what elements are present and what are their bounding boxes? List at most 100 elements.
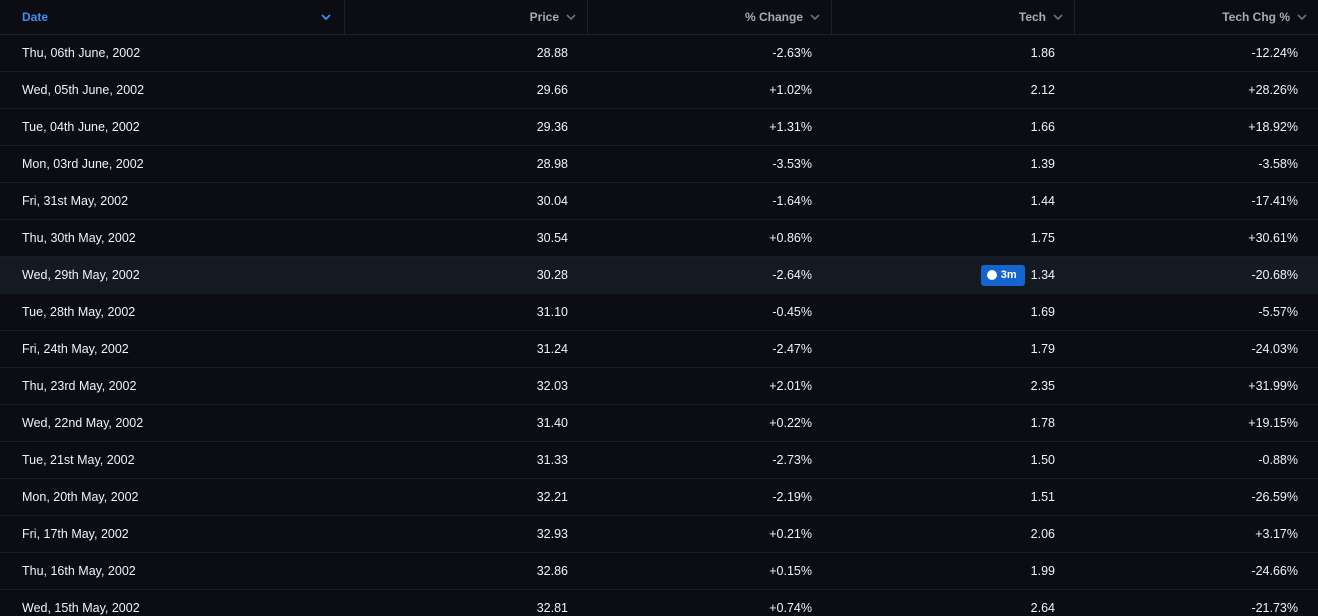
tech-chg-cell: -21.73% — [1251, 601, 1298, 615]
column-header-label: Tech — [1018, 10, 1046, 24]
table-row[interactable]: Thu, 30th May, 2002 30.54 +0.86% 1.75 +3… — [0, 220, 1318, 257]
table-row[interactable]: Fri, 31st May, 2002 30.04 -1.64% 1.44 -1… — [0, 183, 1318, 220]
table-row[interactable]: Mon, 03rd June, 2002 28.98 -3.53% 1.39 -… — [0, 146, 1318, 183]
price-cell: 31.24 — [536, 342, 568, 356]
tech-value: 2.64 — [1030, 601, 1055, 615]
date-cell: Wed, 05th June, 2002 — [22, 83, 145, 97]
tech-chg-cell: -20.68% — [1251, 268, 1298, 282]
date-cell: Wed, 29th May, 2002 — [22, 268, 140, 282]
tech-cell: 1.69 — [832, 305, 1075, 319]
tech-value: 1.75 — [1030, 231, 1055, 245]
tech-cell: 1.51 — [832, 490, 1075, 504]
date-cell: Thu, 06th June, 2002 — [22, 46, 141, 60]
date-cell: Fri, 24th May, 2002 — [22, 342, 129, 356]
price-cell: 28.88 — [536, 46, 568, 60]
price-cell: 32.93 — [536, 527, 568, 541]
tech-chg-cell: +30.61% — [1248, 231, 1298, 245]
column-header-label: % Change — [744, 10, 803, 24]
date-cell: Wed, 22nd May, 2002 — [22, 416, 144, 430]
tech-value: 2.35 — [1030, 379, 1055, 393]
tech-value: 1.78 — [1030, 416, 1055, 430]
price-cell: 32.03 — [536, 379, 568, 393]
date-cell: Thu, 23rd May, 2002 — [22, 379, 137, 393]
date-cell: Fri, 17th May, 2002 — [22, 527, 129, 541]
column-header-tech[interactable]: Tech — [832, 0, 1075, 34]
tech-value: 1.39 — [1030, 157, 1055, 171]
price-cell: 31.33 — [536, 453, 568, 467]
table-row[interactable]: Thu, 16th May, 2002 32.86 +0.15% 1.99 -2… — [0, 553, 1318, 590]
change-cell: +0.74% — [769, 601, 812, 615]
table-row[interactable]: Tue, 28th May, 2002 31.10 -0.45% 1.69 -5… — [0, 294, 1318, 331]
table-row[interactable]: Mon, 20th May, 2002 32.21 -2.19% 1.51 -2… — [0, 479, 1318, 516]
tech-chg-cell: -3.58% — [1258, 157, 1298, 171]
tech-cell: 1.66 — [832, 120, 1075, 134]
price-cell: 30.54 — [536, 231, 568, 245]
tech-value: 1.44 — [1030, 194, 1055, 208]
tech-cell: 1.79 — [832, 342, 1075, 356]
tech-cell: 1.99 — [832, 564, 1075, 578]
chevron-down-icon[interactable] — [809, 11, 821, 23]
tech-value: 2.06 — [1030, 527, 1055, 541]
tech-cell: 1.78 — [832, 416, 1075, 430]
tech-value: 1.99 — [1030, 564, 1055, 578]
table-row[interactable]: Tue, 21st May, 2002 31.33 -2.73% 1.50 -0… — [0, 442, 1318, 479]
date-cell: Mon, 20th May, 2002 — [22, 490, 139, 504]
column-header-tech-chg[interactable]: Tech Chg % — [1075, 0, 1318, 34]
circle-icon — [986, 270, 997, 280]
change-cell: +0.21% — [769, 527, 812, 541]
change-cell: +2.01% — [769, 379, 812, 393]
chevron-down-icon[interactable] — [1052, 11, 1064, 23]
chevron-down-icon[interactable] — [565, 11, 577, 23]
table-row[interactable]: Fri, 17th May, 2002 32.93 +0.21% 2.06 +3… — [0, 516, 1318, 553]
tech-value: 1.86 — [1030, 46, 1055, 60]
column-header-label: Price — [529, 10, 559, 24]
price-cell: 31.10 — [536, 305, 568, 319]
tech-value: 1.51 — [1030, 490, 1055, 504]
tech-chg-cell: +3.17% — [1255, 527, 1298, 541]
table-row[interactable]: Fri, 24th May, 2002 31.24 -2.47% 1.79 -2… — [0, 331, 1318, 368]
table-row[interactable]: Tue, 04th June, 2002 29.36 +1.31% 1.66 +… — [0, 109, 1318, 146]
table-row[interactable]: Thu, 23rd May, 2002 32.03 +2.01% 2.35 +3… — [0, 368, 1318, 405]
tech-chg-cell: +28.26% — [1248, 83, 1298, 97]
table-row[interactable]: Wed, 05th June, 2002 29.66 +1.02% 2.12 +… — [0, 72, 1318, 109]
table-row[interactable]: Thu, 06th June, 2002 28.88 -2.63% 1.86 -… — [0, 35, 1318, 72]
date-cell: Tue, 28th May, 2002 — [22, 305, 136, 319]
table-row-selected[interactable]: Wed, 29th May, 2002 30.28 -2.64% 3m 1.34… — [0, 257, 1318, 294]
price-cell: 28.98 — [536, 157, 568, 171]
column-header-change[interactable]: % Change — [588, 0, 832, 34]
change-cell: +1.31% — [769, 120, 812, 134]
time-badge[interactable]: 3m — [980, 264, 1025, 286]
tech-cell: 1.86 — [832, 46, 1075, 60]
tech-cell: 1.44 — [832, 194, 1075, 208]
table-row[interactable]: Wed, 22nd May, 2002 31.40 +0.22% 1.78 +1… — [0, 405, 1318, 442]
change-cell: -0.45% — [772, 305, 812, 319]
change-cell: -2.73% — [772, 453, 812, 467]
tech-cell: 3m 1.34 — [832, 264, 1075, 286]
price-cell: 32.81 — [536, 601, 568, 615]
price-cell: 30.04 — [536, 194, 568, 208]
tech-chg-cell: -24.03% — [1251, 342, 1298, 356]
date-cell: Thu, 16th May, 2002 — [22, 564, 136, 578]
price-cell: 29.36 — [536, 120, 568, 134]
date-cell: Fri, 31st May, 2002 — [22, 194, 129, 208]
date-cell: Tue, 21st May, 2002 — [22, 453, 135, 467]
date-cell: Tue, 04th June, 2002 — [22, 120, 140, 134]
column-header-date[interactable]: Date — [0, 0, 345, 34]
table-row[interactable]: Wed, 15th May, 2002 32.81 +0.74% 2.64 -2… — [0, 590, 1318, 616]
change-cell: +0.22% — [769, 416, 812, 430]
tech-chg-cell: -17.41% — [1251, 194, 1298, 208]
tech-chg-cell: -12.24% — [1251, 46, 1298, 60]
tech-cell: 2.12 — [832, 83, 1075, 97]
tech-cell: 1.75 — [832, 231, 1075, 245]
tech-value: 1.79 — [1030, 342, 1055, 356]
price-cell: 32.86 — [536, 564, 568, 578]
column-header-price[interactable]: Price — [345, 0, 588, 34]
chevron-down-icon[interactable] — [320, 11, 332, 23]
tech-cell: 1.50 — [832, 453, 1075, 467]
table-header: Date Price % Change Tech Tech Chg % — [0, 0, 1318, 35]
change-cell: +0.86% — [769, 231, 812, 245]
table-body: Thu, 06th June, 2002 28.88 -2.63% 1.86 -… — [0, 35, 1318, 616]
tech-value: 1.34 — [1030, 268, 1055, 282]
chevron-down-icon[interactable] — [1296, 11, 1308, 23]
